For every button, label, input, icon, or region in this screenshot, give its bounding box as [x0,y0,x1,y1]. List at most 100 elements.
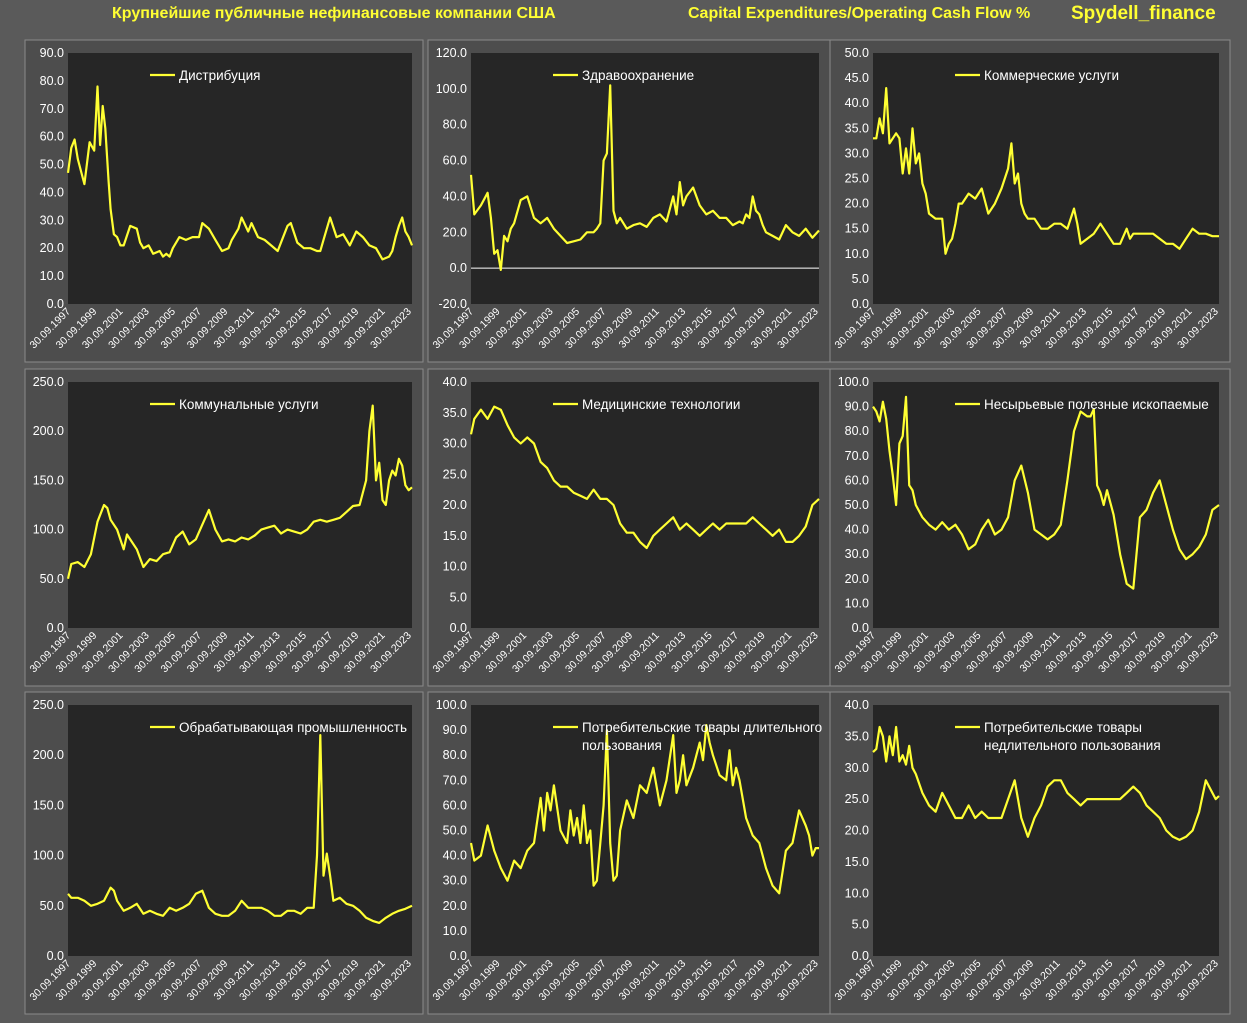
legend-label: Несырьевые полезные ископаемые [984,397,1209,412]
plot-area [471,53,819,304]
main-title: Крупнейшие публичные нефинансовые компан… [112,5,556,22]
y-tick-label: 5.0 [450,590,467,604]
y-tick-label: 30.0 [845,547,869,561]
series-line [66,404,413,580]
y-tick-label: 0.0 [852,297,869,311]
series-line [469,405,820,550]
chart-panel-3: 0.0 5.0 10.0 15.0 20.0 25.0 30.0 35.0 40.0 45.0 50… [829,39,1231,363]
y-tick-label: 10.0 [845,596,869,610]
y-tick-label: 10.0 [443,924,467,938]
plot-area [68,705,412,956]
y-tick-label: 0.0 [47,621,64,635]
chart-panel-1: 0.010.020.030.040.050.060.070.080.090.03… [24,39,424,363]
chart-panel-7: 0.050.0100.0150.0200.0250.030.09.199730.… [24,691,424,1015]
y-tick-label: 70.0 [40,102,64,116]
y-tick-label: 100.0 [838,375,869,389]
y-tick-label: 30.0 [845,761,869,775]
y-tick-label: 90.0 [40,46,64,60]
y-tick-label: 90.0 [845,400,869,414]
y-tick-label: 15.0 [443,529,467,543]
y-tick-label: 60.0 [845,473,869,487]
metric-title: Capital Expenditures/Operating Cash Flow… [688,5,1031,22]
y-tick-label: 20.0 [845,197,869,211]
y-tick-label: 30.0 [443,437,467,451]
y-tick-label: 60.0 [443,154,467,168]
legend-label: Коммунальные услуги [179,397,319,412]
y-tick-label: 40.0 [443,375,467,389]
plot-area [873,382,1219,628]
y-tick-label: 250.0 [33,375,64,389]
y-tick-label: 40.0 [845,523,869,537]
legend-label: Обрабатывающая промышленность [179,720,407,735]
chart-panel-9: 0.05.010.015.020.025.030.035.040.030.09.… [829,691,1231,1015]
y-tick-label: 35.0 [443,406,467,420]
y-tick-label: 150.0 [33,798,64,812]
chart-panel-8: 0.0 10.0 20.0 30.0 40.0 50.0 60.0 70.0 80.0 90.0 1… [427,691,831,1015]
y-tick-label: 150.0 [33,473,64,487]
legend-label: Потребительские товары длительного [582,720,822,735]
legend-label: Потребительские товары [984,720,1142,735]
legend-label: пользования [582,738,662,753]
y-tick-label: 20.0 [443,225,467,239]
legend-label: Здравоохранение [582,68,694,83]
y-tick-label: 10.0 [40,269,64,283]
y-tick-label: 70.0 [845,449,869,463]
y-tick-label: 35.0 [845,121,869,135]
series-line [873,87,1219,255]
plot-area [471,705,819,956]
y-tick-label: 100.0 [33,523,64,537]
y-tick-label: 30.0 [40,213,64,227]
y-tick-label: 0.0 [450,621,467,635]
y-tick-label: 40.0 [845,698,869,712]
y-tick-label: 15.0 [845,855,869,869]
y-tick-label: 5.0 [852,272,869,286]
y-tick-label: 70.0 [443,773,467,787]
y-tick-label: 25.0 [845,792,869,806]
y-tick-label: 35.0 [845,729,869,743]
y-tick-label: 60.0 [443,798,467,812]
y-tick-label: 200.0 [33,424,64,438]
y-tick-label: 15.0 [845,222,869,236]
y-tick-label: 20.0 [40,241,64,255]
y-tick-label: 0.0 [450,949,467,963]
y-tick-label: 100.0 [436,82,467,96]
y-tick-label: 80.0 [40,74,64,88]
plot-area [873,705,1219,956]
legend-label: Медицинские технологии [582,397,740,412]
y-tick-label: 0.0 [852,949,869,963]
y-tick-label: 20.0 [845,824,869,838]
legend-label: Дистрибуция [179,68,260,83]
y-tick-label: 50.0 [40,899,64,913]
y-tick-label: 25.0 [443,467,467,481]
y-tick-label: 0.0 [450,261,467,275]
plot-area [471,382,819,628]
series-line [469,84,820,271]
y-tick-label: 50.0 [40,572,64,586]
y-tick-label: 250.0 [33,698,64,712]
y-tick-label: 45.0 [845,71,869,85]
y-tick-label: 50.0 [40,158,64,172]
series-line [872,725,1220,841]
y-tick-label: 40.0 [443,189,467,203]
series-line [67,734,413,924]
plot-area [68,53,412,304]
header: Крупнейшие публичные нефинансовые компан… [0,0,1247,34]
y-tick-label: 40.0 [443,849,467,863]
y-tick-label: 50.0 [443,824,467,838]
plot-area [873,53,1219,304]
series-line [66,85,414,261]
y-tick-label: 20.0 [443,899,467,913]
y-tick-label: 10.0 [845,247,869,261]
y-tick-label: 80.0 [845,424,869,438]
y-tick-label: 40.0 [40,185,64,199]
y-tick-label: -20.0 [439,297,468,311]
series-line [469,724,819,895]
y-tick-label: 25.0 [845,172,869,186]
y-tick-label: 30.0 [845,146,869,160]
y-tick-label: 50.0 [845,46,869,60]
y-tick-label: 10.0 [845,886,869,900]
y-tick-label: 40.0 [845,96,869,110]
legend-label: недлительного пользования [984,738,1161,753]
y-tick-label: 10.0 [443,560,467,574]
